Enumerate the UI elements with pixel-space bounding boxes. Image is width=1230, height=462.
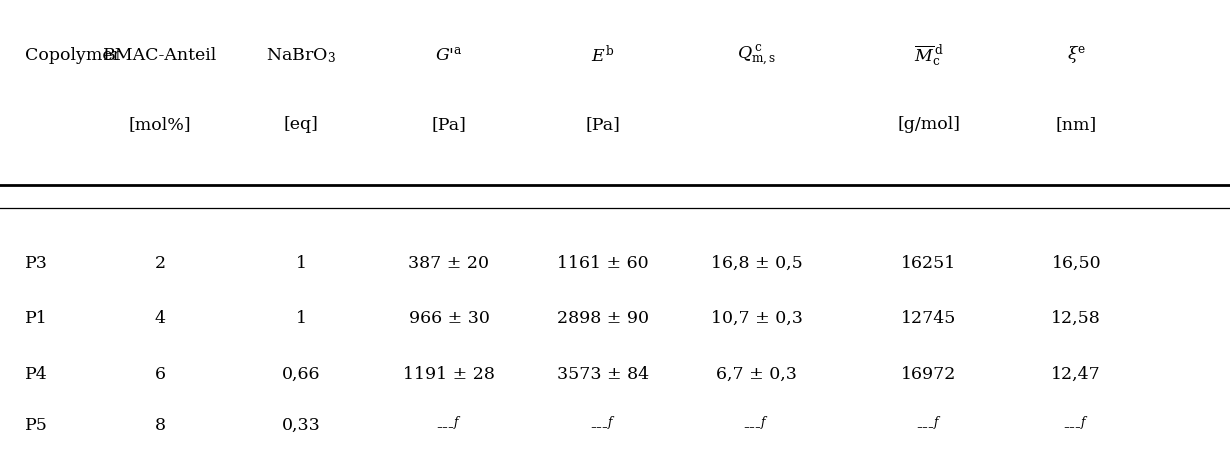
- Text: 12745: 12745: [900, 310, 957, 327]
- Text: 966 ± 30: 966 ± 30: [408, 310, 490, 327]
- Text: P5: P5: [25, 417, 48, 433]
- Text: ---$^f$: ---$^f$: [435, 417, 462, 433]
- Text: 6: 6: [155, 366, 165, 383]
- Text: 16,8 ± 0,5: 16,8 ± 0,5: [711, 255, 802, 272]
- Text: BMAC-Anteil: BMAC-Anteil: [103, 47, 216, 64]
- Text: 1191 ± 28: 1191 ± 28: [403, 366, 494, 383]
- Text: NaBrO$_3$: NaBrO$_3$: [267, 46, 336, 65]
- Text: 1: 1: [296, 255, 306, 272]
- Text: 16,50: 16,50: [1052, 255, 1101, 272]
- Text: P1: P1: [25, 310, 47, 327]
- Text: 0,33: 0,33: [282, 417, 321, 433]
- Text: 12,47: 12,47: [1052, 366, 1101, 383]
- Text: [mol%]: [mol%]: [129, 116, 191, 133]
- Text: ---$^f$: ---$^f$: [915, 417, 942, 433]
- Text: 8: 8: [155, 417, 165, 433]
- Text: 10,7 ± 0,3: 10,7 ± 0,3: [711, 310, 802, 327]
- Text: $Q_{\mathrm{m,s}}^{\,\mathrm{c}}$: $Q_{\mathrm{m,s}}^{\,\mathrm{c}}$: [737, 43, 776, 68]
- Text: $G$'$^\mathrm{a}$: $G$'$^\mathrm{a}$: [435, 47, 462, 64]
- Text: [nm]: [nm]: [1055, 116, 1097, 133]
- Text: $\xi^\mathrm{e}$: $\xi^\mathrm{e}$: [1066, 45, 1086, 66]
- Text: [g/mol]: [g/mol]: [897, 116, 961, 133]
- Text: P4: P4: [25, 366, 47, 383]
- Text: 3573 ± 84: 3573 ± 84: [557, 366, 648, 383]
- Text: 1: 1: [296, 310, 306, 327]
- Text: $\overline{M}_\mathrm{c}^{\,\mathrm{d}}$: $\overline{M}_\mathrm{c}^{\,\mathrm{d}}$: [914, 43, 943, 68]
- Text: 4: 4: [155, 310, 165, 327]
- Text: 12,58: 12,58: [1052, 310, 1101, 327]
- Text: 6,7 ± 0,3: 6,7 ± 0,3: [716, 366, 797, 383]
- Text: 2: 2: [154, 255, 166, 272]
- Text: 16972: 16972: [900, 366, 957, 383]
- Text: 387 ± 20: 387 ± 20: [408, 255, 490, 272]
- Text: ---$^f$: ---$^f$: [589, 417, 616, 433]
- Text: Copolymer: Copolymer: [25, 47, 121, 64]
- Text: 2898 ± 90: 2898 ± 90: [557, 310, 648, 327]
- Text: $E^\mathrm{b}$: $E^\mathrm{b}$: [592, 45, 614, 66]
- Text: P3: P3: [25, 255, 48, 272]
- Text: 0,66: 0,66: [282, 366, 321, 383]
- Text: 16251: 16251: [902, 255, 956, 272]
- Text: [Pa]: [Pa]: [585, 116, 620, 133]
- Text: [eq]: [eq]: [284, 116, 319, 133]
- Text: ---$^f$: ---$^f$: [743, 417, 770, 433]
- Text: [Pa]: [Pa]: [432, 116, 466, 133]
- Text: 1161 ± 60: 1161 ± 60: [557, 255, 648, 272]
- Text: ---$^f$: ---$^f$: [1063, 417, 1090, 433]
